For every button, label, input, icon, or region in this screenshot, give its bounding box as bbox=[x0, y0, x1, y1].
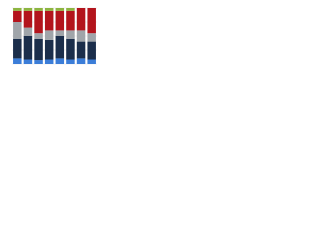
bar-segment bbox=[13, 58, 22, 64]
bar-segment bbox=[87, 59, 96, 64]
bar-segment bbox=[76, 41, 86, 59]
bar-segment bbox=[34, 60, 43, 64]
bar-segment bbox=[55, 36, 65, 59]
bar-segment bbox=[55, 10, 65, 31]
bar-segment bbox=[34, 33, 43, 39]
bar-segment bbox=[66, 8, 75, 11]
bar-segment bbox=[44, 8, 54, 11]
bar-segment bbox=[44, 10, 54, 31]
chart bbox=[12, 7, 97, 65]
bar-segment bbox=[44, 30, 54, 40]
bar-segment bbox=[23, 36, 33, 60]
bar-segment bbox=[23, 27, 33, 36]
bar-segment bbox=[34, 10, 43, 34]
bar-segment bbox=[13, 22, 22, 39]
bar-segment bbox=[76, 58, 86, 64]
bar-segment bbox=[55, 8, 65, 11]
bar-segment bbox=[76, 8, 86, 31]
bar-segment bbox=[66, 10, 75, 31]
bar-segment bbox=[23, 8, 33, 11]
bar-segment bbox=[76, 30, 86, 42]
bar-segment bbox=[87, 8, 96, 34]
page: {"chart_data": {"type": "stacked-bar", "… bbox=[0, 0, 320, 71]
bar-segment bbox=[13, 10, 22, 22]
bar-segment bbox=[55, 58, 65, 64]
bar-segment bbox=[34, 8, 43, 11]
bar-segment bbox=[23, 10, 33, 28]
bar-segment bbox=[55, 30, 65, 36]
bar-segment bbox=[34, 38, 43, 61]
bar-segment bbox=[44, 39, 54, 60]
bar-segment bbox=[87, 41, 96, 60]
bar-segment bbox=[87, 33, 96, 42]
bar-segment bbox=[44, 59, 54, 64]
bar-segment bbox=[13, 8, 22, 11]
bar-segment bbox=[13, 38, 22, 59]
bar-segment bbox=[66, 59, 75, 64]
bar-segment bbox=[66, 38, 75, 60]
bar-segment bbox=[23, 59, 33, 64]
bar-segment bbox=[66, 30, 75, 39]
